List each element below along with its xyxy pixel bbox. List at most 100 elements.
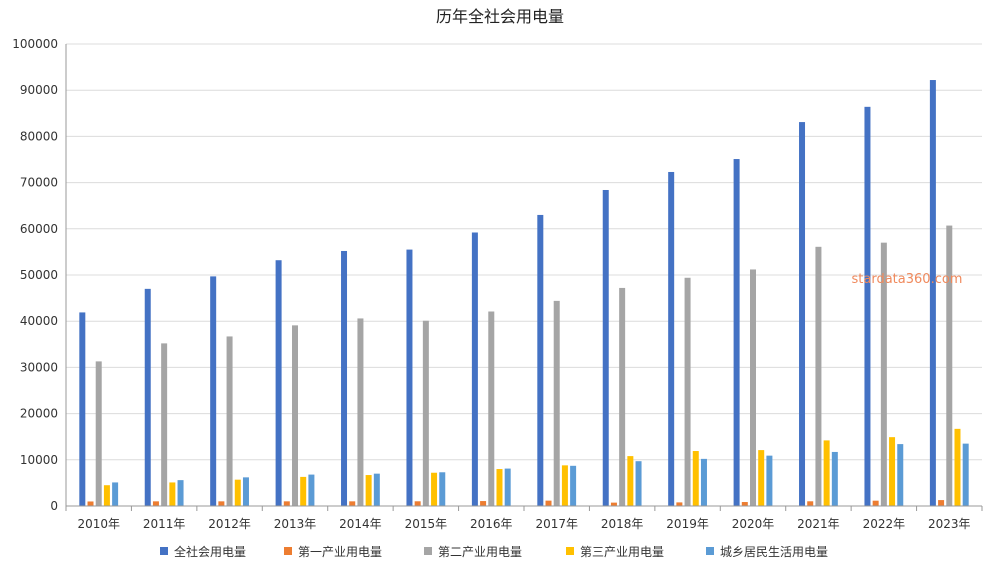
legend-swatch	[160, 547, 168, 555]
x-tick-label: 2022年	[863, 517, 906, 531]
bar	[79, 312, 86, 506]
x-tick-label: 2021年	[797, 517, 840, 531]
bar	[488, 311, 495, 506]
watermark-text: stardata360.com	[852, 272, 963, 287]
bar	[938, 500, 945, 506]
y-tick-label: 90000	[20, 83, 58, 97]
bar	[373, 473, 380, 506]
bar	[144, 288, 151, 506]
bar	[602, 189, 609, 506]
y-tick-label: 60000	[20, 222, 58, 236]
bar	[210, 276, 217, 506]
legend-label: 第一产业用电量	[298, 545, 382, 559]
bar	[880, 242, 887, 506]
bar	[676, 502, 683, 506]
legend-swatch	[284, 547, 292, 555]
bar	[365, 475, 372, 506]
bar	[234, 479, 241, 506]
x-tick-label: 2020年	[732, 517, 775, 531]
y-tick-label: 80000	[20, 129, 58, 143]
bar	[283, 501, 290, 506]
legend-label: 第二产业用电量	[438, 545, 522, 559]
bar	[471, 232, 478, 506]
y-tick-label: 10000	[20, 453, 58, 467]
bar	[439, 472, 446, 506]
legend-label: 第三产业用电量	[580, 545, 664, 559]
bar	[504, 468, 511, 506]
bar	[864, 106, 871, 506]
bar	[823, 440, 830, 506]
bar	[292, 325, 298, 506]
x-tick-label: 2012年	[208, 517, 251, 531]
bars	[79, 80, 969, 507]
axes: 0 10000 20000 30000 40000 50000 60000 70000 8000…	[12, 37, 983, 531]
bar	[414, 501, 421, 506]
bar	[218, 501, 225, 506]
bar	[95, 361, 102, 506]
bar	[308, 474, 315, 506]
bar	[831, 451, 838, 506]
bar	[152, 501, 159, 506]
x-tick-label: 2013年	[274, 517, 317, 531]
bar	[946, 225, 953, 507]
y-tick-label: 0	[50, 499, 58, 513]
bar	[889, 437, 896, 506]
legend-swatch	[424, 547, 432, 555]
bar	[570, 465, 577, 506]
legend: 全社会用电量 第一产业用电量 第二产业用电量 第三产业用电量 城乡居民生活用电量	[160, 544, 828, 559]
legend-swatch	[706, 547, 714, 555]
bar	[635, 461, 642, 506]
bar	[962, 443, 969, 506]
legend-label: 全社会用电量	[174, 544, 246, 559]
x-tick-label: 2017年	[535, 517, 578, 531]
x-tick-label: 2016年	[470, 517, 513, 531]
bar	[897, 444, 904, 506]
bar	[619, 287, 626, 506]
chart-title: 历年全社会用电量	[436, 7, 564, 26]
bar	[406, 249, 413, 506]
x-tick-label: 2018年	[601, 517, 644, 531]
bar	[422, 320, 429, 506]
y-tick-label: 100000	[12, 37, 58, 51]
bar	[954, 428, 961, 506]
bar	[357, 318, 364, 506]
bar	[537, 214, 544, 506]
bar	[758, 450, 765, 506]
x-tick-label: 2023年	[928, 517, 971, 531]
y-tick-label: 50000	[20, 268, 58, 282]
bar	[668, 171, 675, 506]
bar	[177, 480, 184, 506]
bar	[684, 277, 691, 506]
y-tick-label: 30000	[20, 360, 58, 374]
bar	[112, 482, 119, 506]
bar	[929, 80, 936, 506]
bar	[349, 501, 356, 506]
bar	[766, 455, 773, 506]
bar	[480, 501, 487, 506]
x-tick-label: 2010年	[77, 517, 120, 531]
grid-lines	[66, 43, 982, 461]
bar	[610, 502, 617, 506]
bar	[799, 122, 806, 506]
bar	[692, 451, 699, 506]
bar	[161, 343, 168, 506]
legend-swatch	[566, 547, 574, 555]
bar	[553, 300, 560, 506]
bar	[226, 336, 233, 506]
bar	[169, 482, 176, 506]
bar	[741, 502, 748, 506]
bar	[103, 485, 110, 506]
legend-label: 城乡居民生活用电量	[720, 545, 828, 559]
y-tick-label: 40000	[20, 314, 58, 328]
bar	[807, 501, 814, 506]
bar	[300, 476, 307, 506]
bar	[431, 472, 438, 506]
bar	[87, 501, 94, 506]
bar	[545, 500, 552, 506]
bar	[700, 458, 707, 506]
bar	[872, 500, 879, 506]
bar	[627, 456, 634, 506]
bar	[750, 269, 756, 506]
